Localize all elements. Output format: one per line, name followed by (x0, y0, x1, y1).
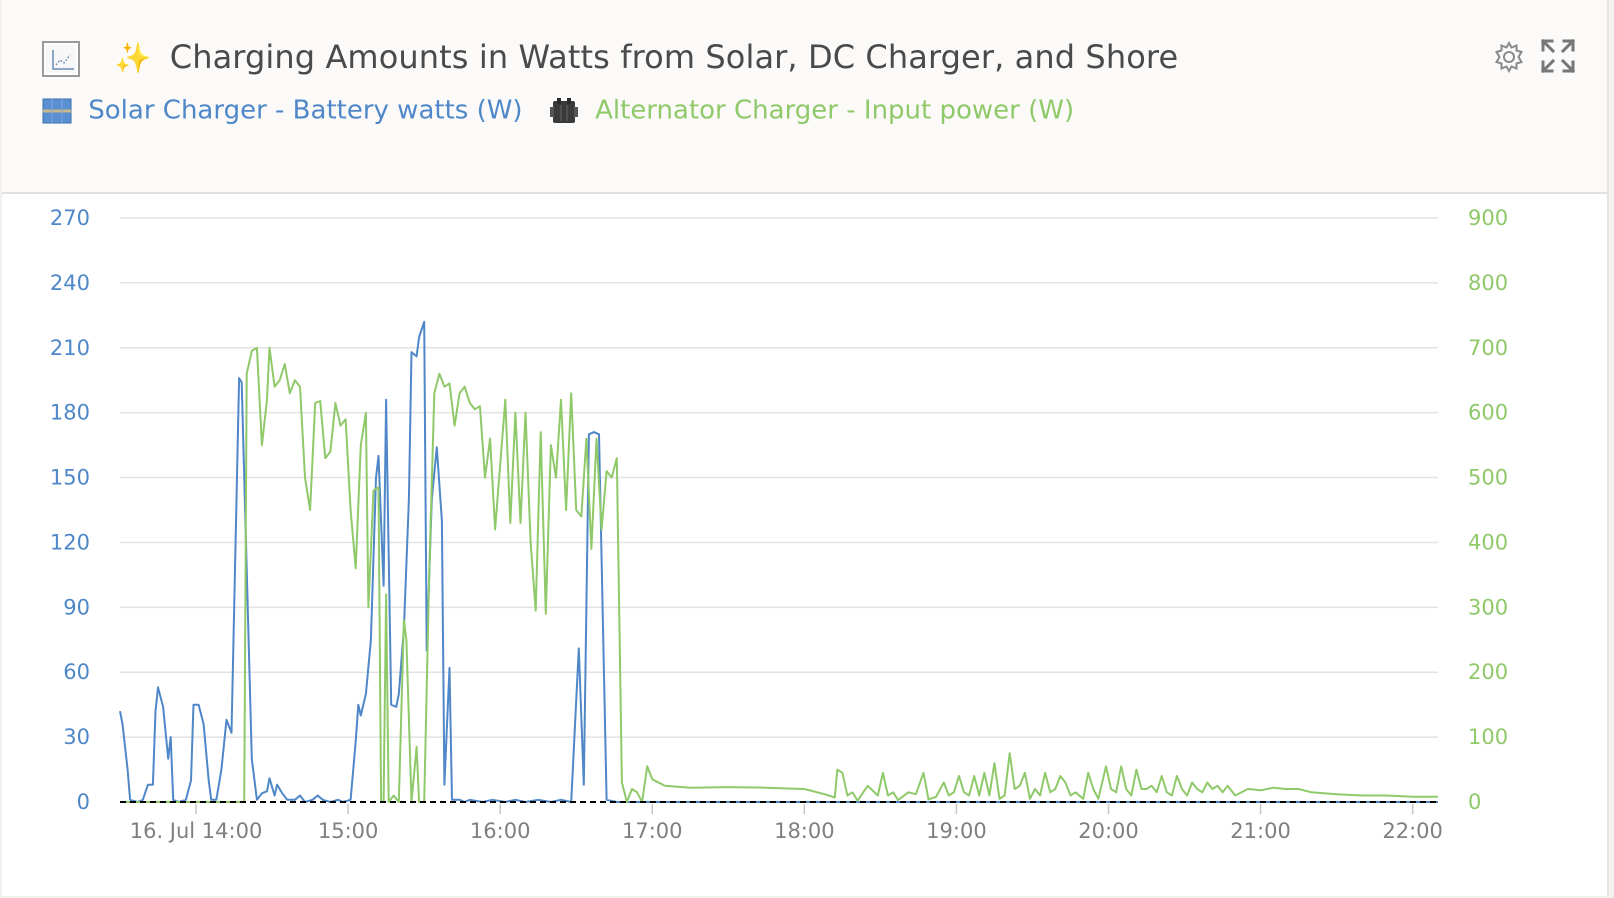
y-right-tick-label: 100 (1468, 725, 1508, 749)
series-line-alternator (120, 346, 1438, 803)
y-left-tick-label: 0 (77, 790, 90, 814)
y-left-tick-label: 120 (50, 530, 90, 554)
x-tick-label: 20:00 (1078, 819, 1139, 843)
x-tick-label: 15:00 (318, 819, 379, 843)
y-right-tick-label: 600 (1468, 401, 1508, 425)
line-chart-icon (52, 50, 74, 70)
sparkles-icon: ✨ (114, 41, 152, 76)
x-tick-label: 22:00 (1382, 819, 1443, 843)
legend-item-alternator[interactable]: Alternator Charger - Input power (W) (549, 95, 1074, 126)
y-right-tick-label: 700 (1468, 336, 1508, 360)
y-left-tick-label: 240 (50, 271, 90, 295)
y-left-tick-label: 60 (63, 660, 90, 684)
y-right-tick-label: 0 (1468, 790, 1481, 814)
legend-label-solar: Solar Charger - Battery watts (W) (88, 95, 523, 126)
chart-legend: Solar Charger - Battery watts (W) Altern… (42, 95, 1092, 135)
x-tick-label: 17:00 (622, 819, 683, 843)
y-left-tick-label: 90 (63, 595, 90, 619)
series-line-solar (119, 320, 1438, 803)
y-left-tick-label: 30 (63, 725, 90, 749)
y-right-tick-label: 900 (1468, 206, 1508, 230)
dc-charger-icon (549, 97, 578, 123)
x-tick-label: 19:00 (926, 819, 987, 843)
y-right-tick-label: 200 (1468, 660, 1508, 684)
x-tick-label: 21:00 (1230, 819, 1291, 843)
solar-panel-icon (42, 98, 72, 124)
legend-item-solar[interactable]: Solar Charger - Battery watts (W) (42, 95, 523, 126)
gear-icon[interactable] (1492, 40, 1526, 74)
y-left-tick-label: 210 (50, 336, 90, 360)
y-right-tick-label: 800 (1468, 271, 1508, 295)
y-right-tick-label: 500 (1468, 466, 1508, 490)
widget-header: ✨ Charging Amounts in Watts from Solar, … (2, 0, 1607, 194)
y-left-tick-label: 150 (50, 466, 90, 490)
y-right-tick-label: 400 (1468, 530, 1508, 554)
chart-type-button[interactable] (42, 41, 80, 77)
x-tick-label: 18:00 (774, 819, 835, 843)
expand-icon[interactable] (1540, 38, 1576, 74)
chart-title-text: Charging Amounts in Watts from Solar, DC… (169, 38, 1179, 76)
y-right-tick-label: 300 (1468, 595, 1508, 619)
chart-title: ✨ Charging Amounts in Watts from Solar, … (114, 38, 1178, 84)
x-tick-label: 16:00 (470, 819, 531, 843)
y-left-tick-label: 180 (50, 401, 90, 425)
x-tick-label: 16. Jul 14:00 (130, 819, 263, 843)
legend-label-alternator: Alternator Charger - Input power (W) (595, 95, 1075, 126)
y-left-tick-label: 270 (50, 206, 90, 230)
